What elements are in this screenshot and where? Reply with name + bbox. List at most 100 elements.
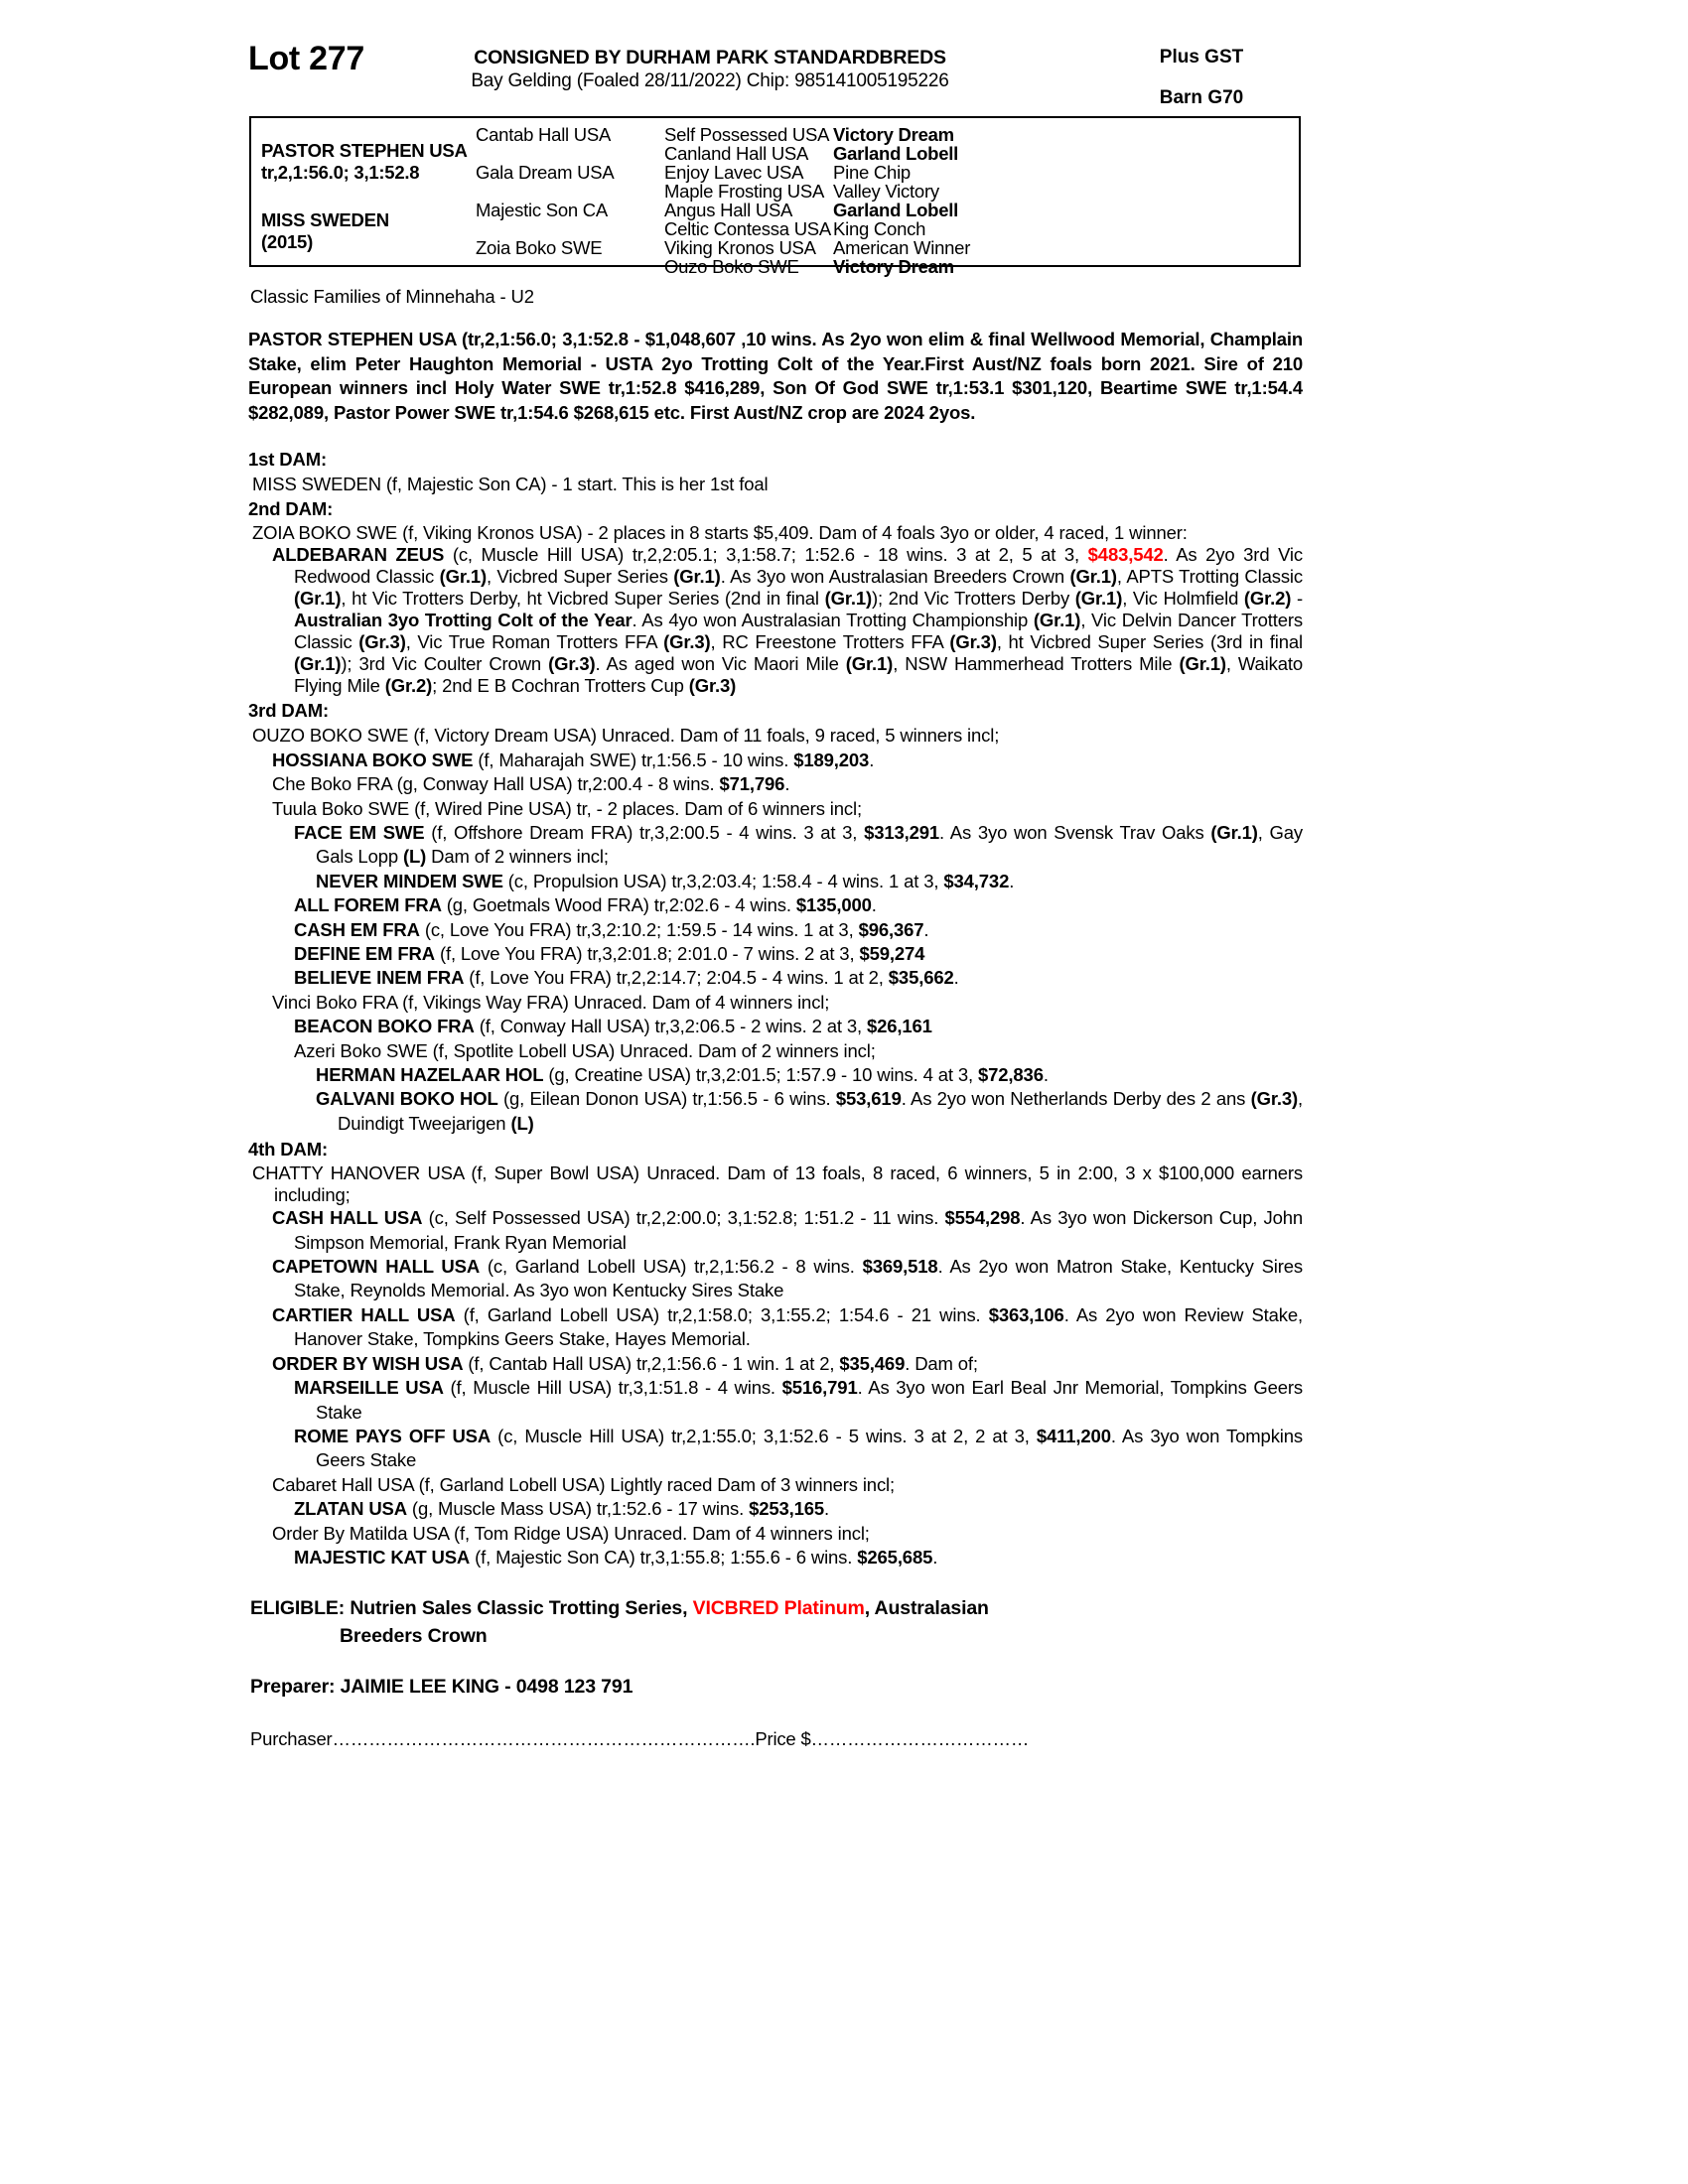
pedigree-entry-name: DEFINE EM FRA	[294, 942, 435, 964]
pedigree-entry-detail: (c, Love You FRA) tr,3,2:10.2; 1:59.5 - …	[419, 918, 929, 940]
pedigree-entry-detail: (c, Garland Lobell USA) tr,2,1:56.2 - 8 …	[294, 1256, 1303, 1301]
pedigree-entry-name: MARSEILLE USA	[294, 1377, 444, 1399]
pedigree-entry: Azeri Boko SWE (f, Spotlite Lobell USA) …	[294, 1039, 1303, 1063]
pedigree-entry-detail: (f, Garland Lobell USA) tr,2,1:58.0; 3,1…	[294, 1303, 1303, 1350]
pedigree-entry-name: Order By Matilda USA	[272, 1522, 449, 1544]
third-dam-heading: 3rd DAM:	[248, 700, 330, 722]
pedigree-entry: GALVANI BOKO HOL (g, Eilean Donon USA) t…	[316, 1087, 1303, 1136]
dam-year: (2015)	[261, 231, 313, 252]
gen2-cell: Zoia Boko SWE	[476, 237, 603, 258]
pedigree-entry-name: FACE EM SWE	[294, 821, 425, 843]
pedigree-entry-name: BELIEVE INEM FRA	[294, 967, 465, 989]
pedigree-entry-name: Cabaret Hall USA	[272, 1473, 414, 1495]
pedigree-entry-detail: (f, Muscle Hill USA) tr,3,1:51.8 - 4 win…	[316, 1377, 1303, 1423]
pedigree-entry-detail: (g, Creatine USA) tr,3,2:01.5; 1:57.9 - …	[543, 1063, 1049, 1085]
first-dam-heading: 1st DAM:	[248, 448, 327, 470]
gen3-cell: Celtic Contessa USA	[664, 218, 831, 239]
pedigree-gen3-column: Self Possessed USA Canland Hall USA Enjo…	[664, 118, 833, 277]
pedigree-entry-detail: (f, Garland Lobell USA) Lightly raced Da…	[413, 1473, 896, 1495]
pedigree-entry-detail: (f, Wired Pine USA) tr, - 2 places. Dam …	[409, 797, 862, 819]
pedigree-entry-detail: (f, Love You FRA) tr,2,2:14.7; 2:04.5 - …	[464, 967, 959, 989]
pedigree-entry: ZLATAN USA (g, Muscle Mass USA) tr,1:52.…	[294, 1497, 1303, 1521]
pedigree-entry-detail: (f, Maharajah SWE) tr,1:56.5 - 10 wins. …	[473, 749, 875, 770]
pedigree-entry: MARSEILLE USA (f, Muscle Hill USA) tr,3,…	[294, 1376, 1303, 1425]
pedigree-entry-name: MAJESTIC KAT USA	[294, 1546, 471, 1568]
eligible-series: Nutrien Sales Classic Trotting Series,	[345, 1597, 693, 1620]
pedigree-entry: CASH EM FRA (c, Love You FRA) tr,3,2:10.…	[294, 918, 1303, 942]
pedigree-entry: Vinci Boko FRA (f, Vikings Way FRA) Unra…	[272, 991, 1303, 1015]
gen4-cell: King Conch	[833, 218, 926, 239]
pedigree-entry-name: CASH HALL USA	[272, 1207, 423, 1229]
eligible-continuation: Breeders Crown	[340, 1624, 488, 1647]
pedigree-entry: BELIEVE INEM FRA (f, Love You FRA) tr,2,…	[294, 966, 1303, 990]
pedigree-entry-detail: (g, Muscle Mass USA) tr,1:52.6 - 17 wins…	[406, 1498, 830, 1520]
purchaser-footer: Purchaser…………………………………………………………….Price $…	[250, 1728, 1303, 1750]
pedigree-entry-name: GALVANI BOKO HOL	[316, 1088, 498, 1110]
first-dam-detail: (f, Majestic Son CA) - 1 start. This is …	[380, 473, 769, 494]
pedigree-entry-name: Che Boko FRA	[272, 773, 392, 795]
pedigree-entry: HERMAN HAZELAAR HOL (g, Creatine USA) tr…	[316, 1063, 1303, 1087]
pedigree-entry: DEFINE EM FRA (f, Love You FRA) tr,3,2:0…	[294, 942, 1303, 966]
pedigree-entry-detail: (f, Love You FRA) tr,3,2:01.8; 2:01.0 - …	[434, 942, 925, 964]
pedigree-entry-name: Vinci Boko FRA	[272, 991, 398, 1013]
pedigree-entry: Cabaret Hall USA (f, Garland Lobell USA)…	[272, 1473, 1303, 1497]
pedigree-entry: CARTIER HALL USA (f, Garland Lobell USA)…	[272, 1303, 1303, 1352]
pedigree-entry-name: ALL FOREM FRA	[294, 894, 442, 916]
barn-label: Barn G70	[1159, 87, 1244, 108]
pedigree-gen4-column: Victory Dream Garland Lobell Pine Chip V…	[833, 118, 972, 277]
eligible-block: ELIGIBLE: Nutrien Sales Classic Trotting…	[250, 1595, 1303, 1650]
sire-record: tr,2,1:56.0; 3,1:52.8	[261, 162, 420, 183]
pedigree-entry-name: NEVER MINDEM SWE	[316, 870, 503, 891]
family-line: Classic Families of Minnehaha - U2	[250, 286, 534, 307]
progeny-detail-b: . As 2yo 3rd Vic Redwood Classic (Gr.1),…	[294, 544, 1303, 697]
gen4-cell: American Winner	[833, 237, 971, 258]
pedigree-entry-detail: (c, Muscle Hill USA) tr,2,1:55.0; 3,1:52…	[316, 1425, 1303, 1471]
first-dam-name: MISS SWEDEN	[252, 473, 381, 494]
eligible-series-2: , Australasian	[864, 1597, 989, 1620]
pedigree-entry-detail: (f, Tom Ridge USA) Unraced. Dam of 4 win…	[448, 1522, 870, 1544]
pedigree-entry-detail: (g, Eilean Donon USA) tr,1:56.5 - 6 wins…	[338, 1088, 1303, 1134]
gen3-cell: Viking Kronos USA	[664, 237, 816, 258]
pedigree-entry: MAJESTIC KAT USA (f, Majestic Son CA) tr…	[294, 1546, 1303, 1570]
purchaser-field[interactable]: Purchaser…………………………………………………………….	[250, 1727, 756, 1749]
pedigree-entry-name: CARTIER HALL USA	[272, 1303, 456, 1325]
gen4-cell: Garland Lobell	[833, 200, 959, 220]
pedigree-table: PASTOR STEPHEN USA tr,2,1:56.0; 3,1:52.8…	[249, 116, 1301, 277]
pedigree-entry-name: ORDER BY WISH USA	[272, 1352, 464, 1374]
pedigree-entry: Order By Matilda USA (f, Tom Ridge USA) …	[272, 1522, 1303, 1546]
second-dam-progeny: ALDEBARAN ZEUS (c, Muscle Hill USA) tr,2…	[272, 544, 1303, 697]
dam-name: MISS SWEDEN	[261, 209, 389, 230]
gen4-cell: Valley Victory	[833, 181, 939, 202]
pedigree-entry-detail: (f, Spotlite Lobell USA) Unraced. Dam of…	[427, 1039, 876, 1061]
pedigree-entry-name: Tuula Boko SWE	[272, 797, 410, 819]
pedigree-entry-detail: (f, Cantab Hall USA) tr,2,1:56.6 - 1 win…	[463, 1352, 978, 1374]
pedigree-entry-name: CASH EM FRA	[294, 918, 420, 940]
pedigree-entry-detail: (c, Propulsion USA) tr,3,2:03.4; 1:58.4 …	[502, 870, 1015, 891]
pedigree-entry-detail: (f, Majestic Son CA) tr,3,1:55.8; 1:55.6…	[470, 1546, 938, 1568]
page-header: Lot 277 CONSIGNED BY DURHAM PARK STANDAR…	[248, 40, 1440, 149]
catalogue-body: Classic Families of Minnehaha - U2 PASTO…	[248, 286, 1303, 1750]
third-dam-intro: OUZO BOKO SWE (f, Victory Dream USA) Unr…	[252, 725, 1000, 747]
sire-paragraph: PASTOR STEPHEN USA (tr,2,1:56.0; 3,1:52.…	[248, 329, 1303, 424]
gen4-cell: Victory Dream	[833, 124, 954, 145]
price-field[interactable]: Price $………………………………	[755, 1727, 1030, 1749]
lot-number: Lot 277	[248, 40, 364, 77]
pedigree-entry-detail: (f, Vikings Way FRA) Unraced. Dam of 4 w…	[397, 991, 830, 1013]
gen4-cell: Pine Chip	[833, 162, 911, 183]
subject-description: Bay Gelding (Foaled 28/11/2022) Chip: 98…	[471, 70, 949, 91]
pedigree-entry: Tuula Boko SWE (f, Wired Pine USA) tr, -…	[272, 797, 1303, 821]
plus-gst-label: Plus GST	[1159, 47, 1244, 68]
pedigree-entry-name: HERMAN HAZELAAR HOL	[316, 1063, 544, 1085]
consignor-name: CONSIGNED BY DURHAM PARK STANDARDBREDS	[474, 47, 946, 68]
pedigree-entry-detail: (g, Goetmals Wood FRA) tr,2:02.6 - 4 win…	[441, 894, 877, 916]
sire-name: PASTOR STEPHEN USA	[261, 140, 468, 161]
pedigree-entry: ORDER BY WISH USA (f, Cantab Hall USA) t…	[272, 1352, 1303, 1376]
second-dam-intro: ZOIA BOKO SWE (f, Viking Kronos USA) - 2…	[252, 522, 1188, 544]
pedigree-entry-detail: (f, Conway Hall USA) tr,3,2:06.5 - 2 win…	[474, 1016, 932, 1037]
second-dam-heading: 2nd DAM:	[248, 498, 334, 520]
first-dam-line: MISS SWEDEN (f, Majestic Son CA) - 1 sta…	[252, 473, 1303, 496]
gen3-cell: Maple Frosting USA	[664, 181, 825, 202]
gen4-cell: Victory Dream	[833, 256, 954, 277]
pedigree-entry: Che Boko FRA (g, Conway Hall USA) tr,2:0…	[272, 772, 1303, 796]
